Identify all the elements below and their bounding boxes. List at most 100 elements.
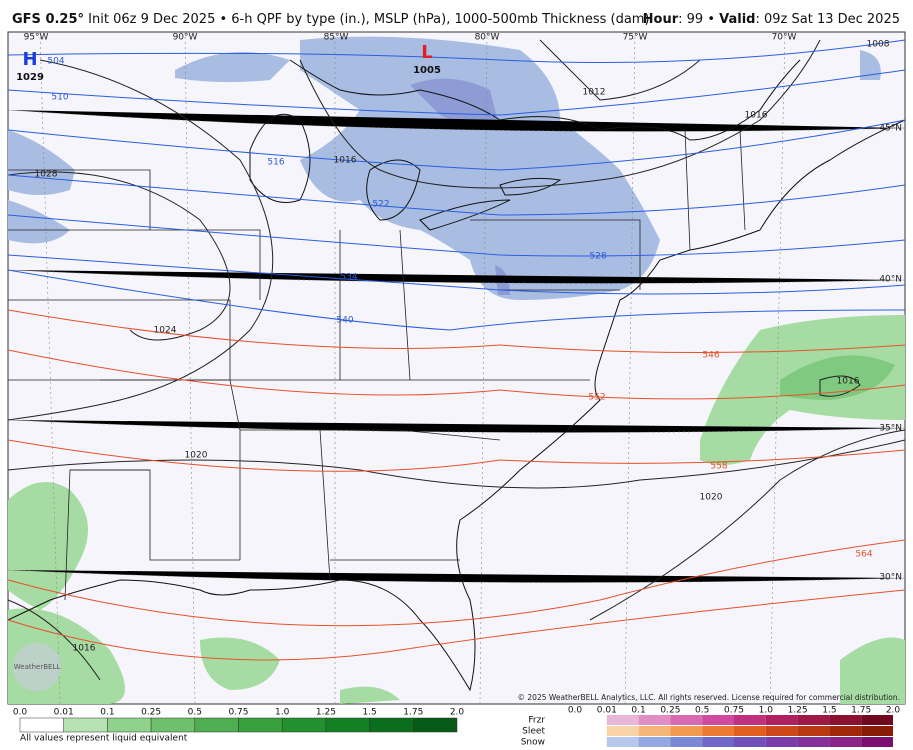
- logo-badge: [13, 643, 61, 691]
- rain-tick-label: 2.0: [450, 708, 465, 718]
- type-swatch: [606, 715, 639, 725]
- isobar-label: 1012: [583, 88, 606, 98]
- isobar-label: 1024: [154, 326, 177, 336]
- rain-swatch: [19, 717, 64, 733]
- rain-tick-label: 1.25: [316, 708, 336, 718]
- rain-swatch: [107, 717, 152, 733]
- type-swatch: [861, 737, 893, 747]
- hour: : 99 •: [678, 12, 715, 27]
- mixed-tick-label: 1.5: [822, 706, 836, 716]
- mixed-tick-label: 0.75: [724, 706, 744, 716]
- run-info: Init 06z 9 Dec 2025 • 6-h QPF by type (i…: [88, 12, 649, 27]
- rain-tick-label: 0.01: [54, 708, 74, 718]
- model: GFS 0.25°: [12, 12, 84, 27]
- type-swatch: [797, 726, 830, 736]
- type-swatch: [702, 715, 734, 725]
- type-swatch: [670, 715, 703, 725]
- rain-swatch: [194, 717, 239, 733]
- type-swatch: [670, 726, 703, 736]
- thickness-label: 528: [589, 252, 606, 262]
- rain-swatch: [325, 717, 370, 733]
- rain-tick-label: 0.5: [188, 708, 202, 718]
- lat-label: 30°N: [879, 573, 902, 583]
- rain-swatch: [238, 717, 283, 733]
- legend-note: All values represent liquid equivalent: [20, 734, 188, 744]
- lat-label: 40°N: [879, 275, 902, 285]
- type-swatch: [797, 737, 830, 747]
- rain-tick-label: 1.0: [275, 708, 290, 718]
- thickness-label: 552: [588, 393, 605, 403]
- lon-label: 75°W: [623, 33, 648, 43]
- legend: All values represent liquid equivalent 0…: [13, 706, 901, 748]
- rain-tick-label: 1.5: [362, 708, 376, 718]
- type-swatch: [702, 737, 734, 747]
- type-swatch: [638, 737, 671, 747]
- type-swatch: [606, 726, 639, 736]
- lon-label: 80°W: [475, 33, 500, 43]
- isobar-label: 1020: [700, 493, 723, 503]
- lat-label: 35°N: [879, 424, 902, 434]
- rain-tick-label: 0.25: [141, 708, 161, 718]
- rain-tick-label: 1.75: [403, 708, 423, 718]
- thickness-labels: 504 510 516 522 528 534 540 546 552 558 …: [47, 57, 872, 560]
- type-swatch: [829, 715, 862, 725]
- type-swatch: [765, 715, 798, 725]
- header: GFS 0.25° Init 06z 9 Dec 2025 • 6-h QPF …: [12, 12, 650, 27]
- isobar-label: 1008: [867, 40, 890, 50]
- type-swatch: [638, 726, 671, 736]
- high-pressure: 1029: [16, 72, 44, 83]
- copyright: © 2025 WeatherBELL Analytics, LLC. All r…: [518, 693, 900, 702]
- low-symbol: L: [421, 42, 432, 63]
- precip-type-label: Frzr: [528, 716, 545, 726]
- type-swatch: [575, 715, 607, 725]
- type-swatch: [861, 726, 893, 736]
- thickness-label: 534: [340, 273, 357, 283]
- type-swatch: [765, 726, 798, 736]
- rain-swatch: [413, 717, 458, 733]
- thickness-label: 564: [855, 550, 872, 560]
- rain-swatch: [63, 717, 108, 733]
- mixed-tick-label: 2.0: [886, 706, 901, 716]
- graticule: [7, 31, 906, 705]
- hour-label: Hour: [643, 12, 679, 27]
- mixed-tick-label: 0.25: [660, 706, 680, 716]
- rain-swatch: [281, 717, 327, 733]
- lon-label: 70°W: [772, 33, 797, 43]
- type-swatch: [606, 737, 639, 747]
- high-symbol: H: [22, 49, 37, 70]
- isobar-label: 1016: [334, 156, 357, 166]
- mixed-tick-label: 0.5: [695, 706, 709, 716]
- type-swatch: [638, 715, 671, 725]
- rain-swatch: [150, 717, 196, 733]
- thickness-label: 546: [702, 351, 719, 361]
- type-swatch: [765, 737, 798, 747]
- precip-type-label: Sleet: [522, 727, 545, 737]
- lon-label: 90°W: [173, 33, 198, 43]
- precip-type-label: Snow: [521, 738, 545, 748]
- type-swatch: [575, 737, 607, 747]
- type-swatch: [861, 715, 893, 725]
- type-swatch: [734, 726, 766, 736]
- map: 95°W 90°W 85°W 80°W 75°W 70°W 45°N 40°N …: [7, 31, 906, 705]
- isobar-label: 1016: [837, 377, 860, 387]
- thickness-label: 510: [51, 93, 68, 103]
- rain-tick-label: 0.0: [13, 708, 28, 718]
- rain-tick-label: 0.75: [228, 708, 248, 718]
- low-pressure: 1005: [413, 65, 441, 76]
- type-swatch: [829, 726, 862, 736]
- lon-labels: 95°W 90°W 85°W 80°W 75°W 70°W 45°N 40°N …: [24, 33, 902, 583]
- thickness-label: 504: [47, 57, 64, 67]
- valid: : 09z Sat 13 Dec 2025: [755, 12, 900, 27]
- type-swatch: [734, 715, 766, 725]
- isobars: [7, 39, 906, 681]
- type-swatch: [734, 737, 766, 747]
- isobar-label: 1028: [35, 170, 58, 180]
- valid-label: Valid: [719, 12, 755, 27]
- type-swatch: [829, 737, 862, 747]
- isobar-label: 1016: [73, 644, 96, 654]
- mixed-tick-label: 0.1: [631, 706, 645, 716]
- mixed-tick-label: 0.0: [568, 706, 583, 716]
- thickness: [7, 39, 906, 661]
- lat-label: 45°N: [879, 124, 902, 134]
- precip: [8, 36, 905, 704]
